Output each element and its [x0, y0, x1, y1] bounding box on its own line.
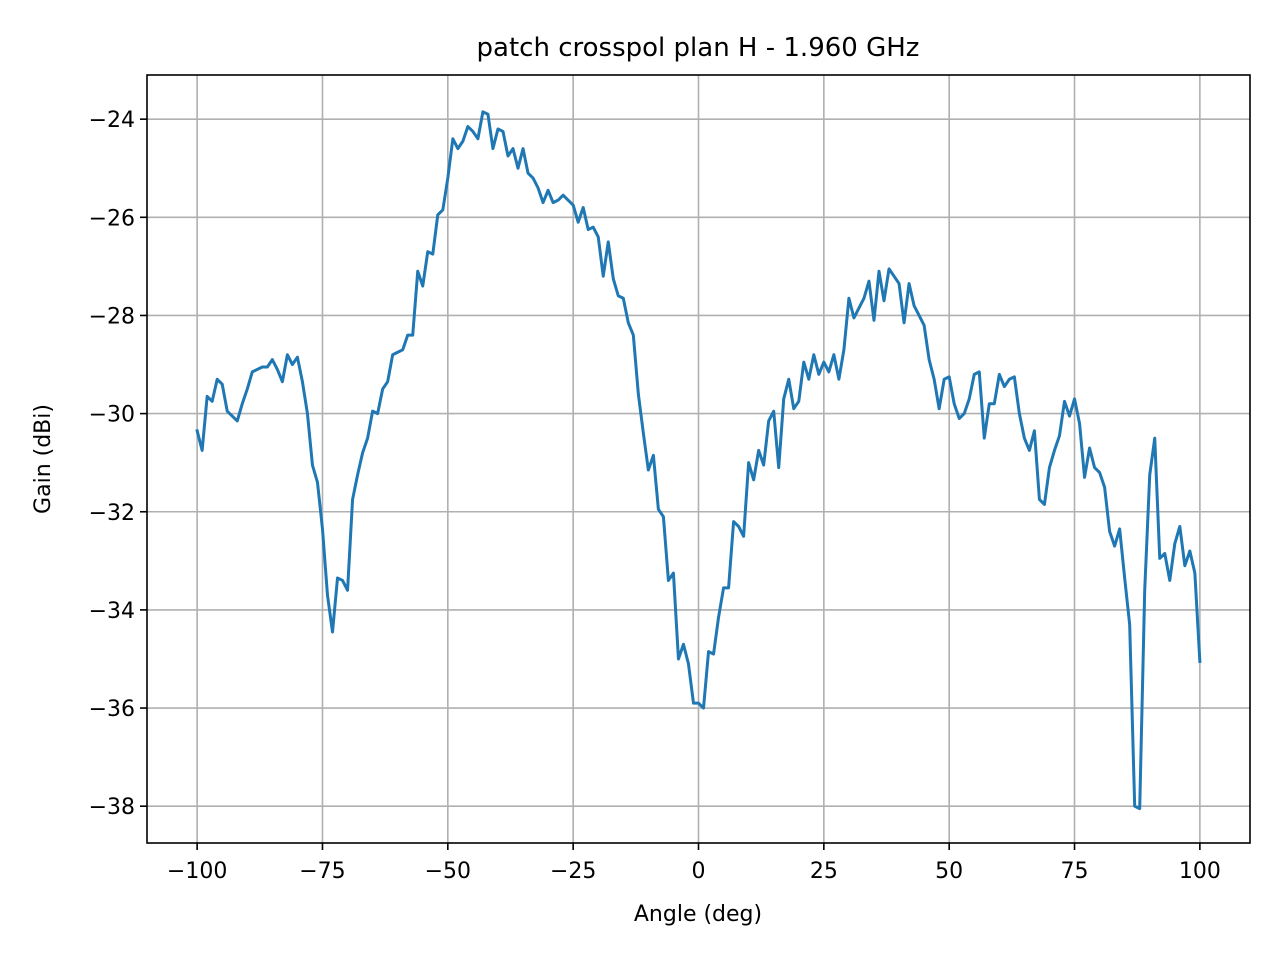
- chart-title: patch crosspol plan H - 1.960 GHz: [477, 33, 920, 63]
- series-line-0: [195, 110, 1202, 811]
- x-tick-label: 75: [1061, 859, 1089, 884]
- y-tick-label: −30: [89, 403, 135, 428]
- y-tick-label: −26: [89, 206, 135, 231]
- axis-ticks: −100 −75 −50 −25 0 25 50 75 100 −38 −36 −34 −32 −30 −2…: [89, 108, 1221, 884]
- x-axis-label: Angle (deg): [634, 902, 762, 927]
- y-axis-label: Gain (dBi): [31, 404, 56, 514]
- series-layer: [195, 110, 1202, 811]
- y-tick-label: −28: [89, 304, 135, 329]
- grid-lines: [147, 75, 1250, 843]
- x-tick-label: 25: [810, 859, 838, 884]
- x-tick-label: 0: [692, 859, 706, 884]
- x-tick-label: −75: [299, 859, 345, 884]
- x-tick-label: −25: [550, 859, 596, 884]
- x-tick-label: 100: [1179, 859, 1221, 884]
- x-tick-label: −100: [167, 859, 227, 884]
- y-tick-label: −34: [89, 599, 135, 624]
- y-tick-label: −38: [89, 795, 135, 820]
- y-tick-label: −32: [89, 501, 135, 526]
- y-tick-label: −36: [89, 697, 135, 722]
- y-tick-label: −24: [89, 108, 135, 133]
- x-tick-label: 50: [935, 859, 963, 884]
- x-tick-label: −50: [425, 859, 471, 884]
